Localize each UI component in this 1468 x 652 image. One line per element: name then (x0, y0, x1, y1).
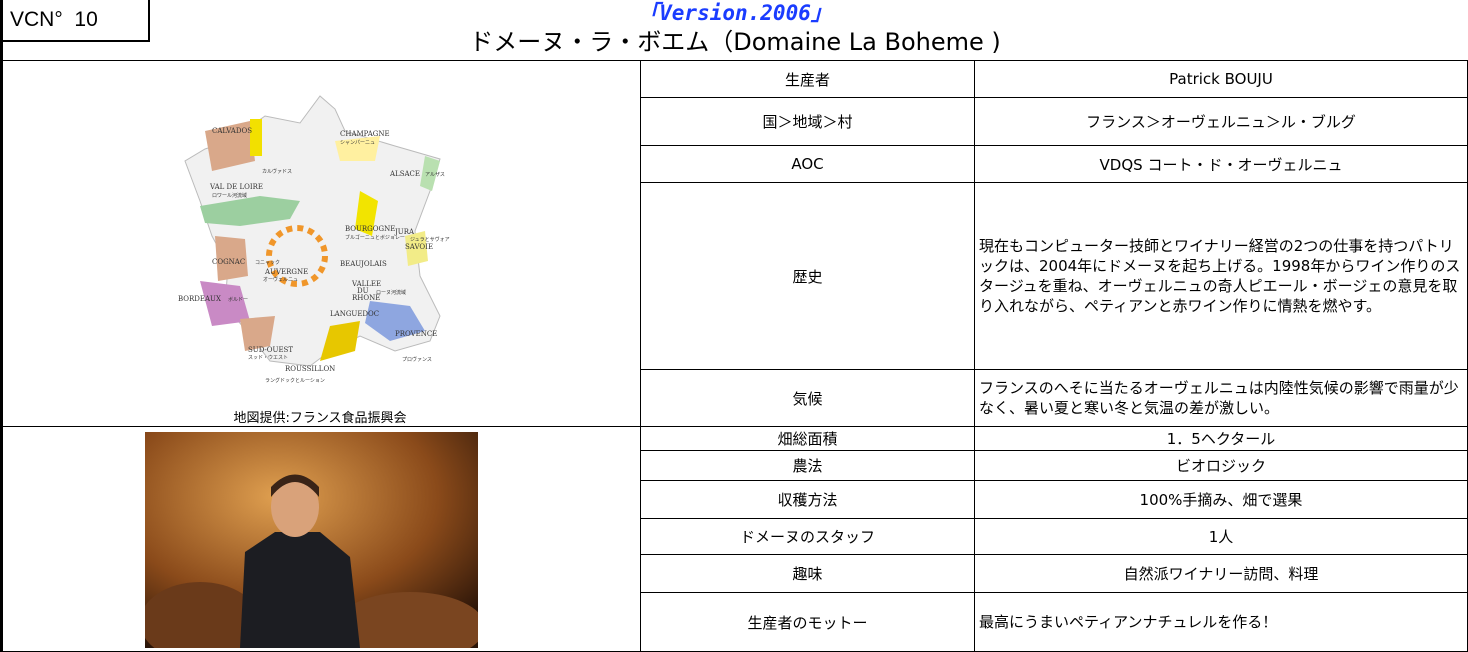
row-label: 歴史 (641, 183, 975, 370)
barrel (145, 582, 260, 648)
map-label: ブルゴーニュとボジョレー (345, 234, 405, 241)
version: 「Version.2006」 (638, 1, 832, 25)
row-label: 趣味 (641, 555, 975, 593)
person-hair (271, 474, 319, 497)
region (205, 121, 255, 171)
row-label: 国＞地域＞村 (641, 98, 975, 146)
map-label: ロワール河流域 (212, 192, 247, 199)
row-value: 自然派ワイナリー訪問、料理 (975, 555, 1468, 593)
map-label: シャンパーニュ (340, 140, 375, 146)
barrel (335, 592, 478, 648)
map-label: プロヴァンス (402, 356, 432, 363)
highlight-circle (266, 225, 328, 287)
map-label: ジュラとサヴォア (410, 236, 450, 243)
region (200, 281, 250, 326)
vcn-prefix: VCN° (10, 8, 63, 31)
row-value: 最高にうまいペティアンナチュレルを作る！ (975, 593, 1468, 652)
map-label: カルヴァドス (262, 168, 292, 175)
map-label: スッド・ウエスト (248, 354, 288, 361)
row-value: Patrick BOUJU (975, 61, 1468, 98)
person-body (240, 532, 360, 648)
row-value: フランスのへそに当たるオーヴェルニュは内陸性気候の影響で雨量が少なく、暑い夏と寒… (975, 370, 1468, 427)
map: CHAMPAGNE シャンパーニュ CALVADOS カルヴァドス ALSACE アルザス… (178, 95, 450, 384)
map-label: VAL DE LOIRE (209, 183, 263, 191)
row-value: ビオロジック (975, 451, 1468, 481)
region (355, 191, 378, 236)
map-label: SAVOIE (405, 243, 433, 251)
map-cell: 地図提供:フランス食品振興会 (0, 61, 641, 427)
vcn-border (0, 40, 150, 42)
vcn-label: VCN° 10 (10, 8, 98, 32)
map-label: ラングドックとルーション (265, 377, 325, 384)
row-label: 生産者 (641, 61, 975, 98)
row-value: VDQS コート・ド・オーヴェルニュ (975, 146, 1468, 183)
region (250, 119, 262, 156)
map-label: COGNAC (212, 258, 245, 266)
map-label: オーヴェルニュ (263, 276, 298, 283)
map-label: LANGUEDOC (330, 310, 379, 318)
region (365, 301, 425, 341)
map-label: SUD-OUEST (248, 346, 293, 354)
map-label: コニャック (255, 260, 280, 266)
map-label: ALSACE (389, 170, 420, 178)
map-label: BEAUJOLAIS (340, 260, 387, 268)
map-label: ROUSSILLON (285, 365, 335, 373)
producer-photo (145, 432, 478, 648)
map-label: CHAMPAGNE (340, 130, 390, 138)
region (405, 231, 428, 266)
map-label: RHONE (352, 294, 380, 302)
row-value: フランス＞オーヴェルニュ＞ル・ブルグ (975, 98, 1468, 146)
vcn-number: 10 (74, 8, 98, 31)
row-value: 1．5ヘクタール (975, 427, 1468, 451)
map-label: AUVERGNE (264, 268, 308, 276)
map-label: JURA (394, 228, 415, 236)
row-label: 生産者のモットー (641, 593, 975, 652)
row-label: ドメーヌのスタッフ (641, 519, 975, 555)
map-label: VALLEE (351, 280, 381, 288)
title: ドメーヌ・ラ・ボエム（Domaine La Boheme ) (469, 28, 1001, 56)
row-label: 畑総面積 (641, 427, 975, 451)
row-label: 農法 (641, 451, 975, 481)
row-value: 100%手摘み、畑で選果 (975, 481, 1468, 519)
left-border (0, 0, 3, 652)
header-rule (0, 60, 1468, 61)
region (335, 136, 380, 161)
map-label: BOURGOGNE (345, 225, 395, 233)
map-label: CALVADOS (212, 127, 252, 135)
map-label: PROVENCE (395, 330, 437, 338)
region (320, 321, 360, 361)
vcn-border (148, 0, 150, 42)
map-label: ローヌ河流域 (376, 289, 406, 296)
map-label: BORDEAUX (178, 295, 221, 303)
region (240, 316, 275, 351)
row-label: 収穫方法 (641, 481, 975, 519)
map-label: アルザス (425, 172, 445, 178)
region (420, 156, 440, 191)
person-face (271, 477, 319, 537)
map-caption: 地図提供:フランス食品振興会 (233, 411, 407, 426)
row-label: 気候 (641, 370, 975, 427)
map-label: ボルドー (228, 296, 248, 303)
row-value: 現在もコンピューター技師とワイナリー経営の2つの仕事を持つパトリックは、2004… (975, 183, 1468, 370)
map-label: DU (357, 287, 369, 295)
row-label: AOC (641, 146, 975, 183)
region (200, 196, 300, 226)
row-value: 1人 (975, 519, 1468, 555)
region (215, 236, 248, 281)
